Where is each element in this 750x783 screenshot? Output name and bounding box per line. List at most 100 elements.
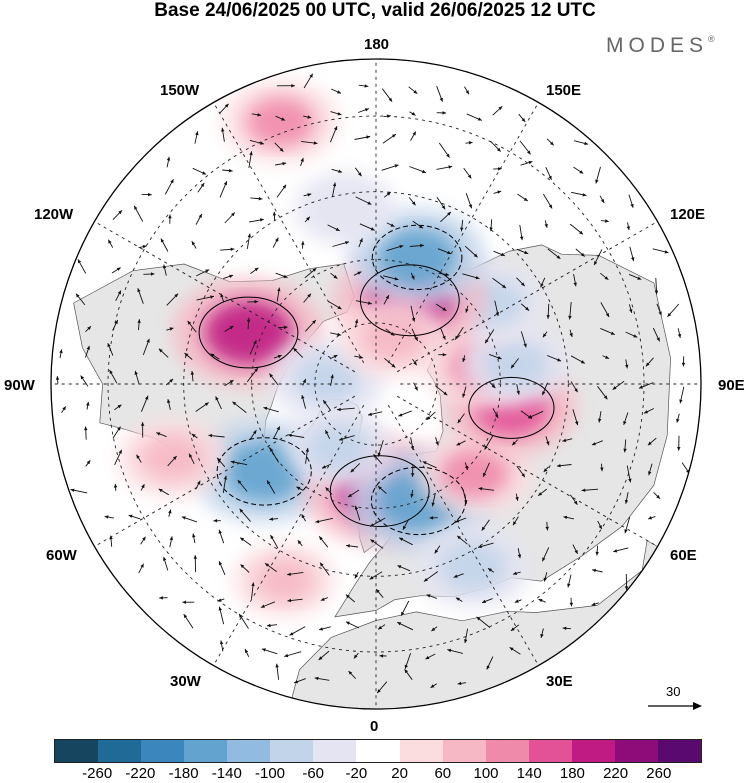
wind-vector bbox=[260, 601, 276, 608]
wind-vector bbox=[519, 140, 531, 155]
wind-vector bbox=[287, 433, 305, 438]
wind-vector bbox=[510, 358, 519, 369]
wind-vector bbox=[128, 514, 141, 520]
wind-vector bbox=[412, 359, 418, 366]
brand-name: MODES bbox=[606, 34, 709, 57]
wind-vector bbox=[327, 224, 340, 232]
wind-vector bbox=[182, 600, 195, 604]
wind-vector bbox=[426, 411, 436, 421]
wind-vector bbox=[165, 378, 174, 386]
wind-vector bbox=[338, 435, 355, 441]
wind-vector bbox=[354, 135, 371, 140]
wind-vector bbox=[628, 304, 633, 314]
wind-vector bbox=[276, 287, 281, 302]
wind-vector bbox=[350, 463, 361, 473]
wind-vector bbox=[431, 493, 436, 507]
latitude-circle bbox=[107, 115, 645, 653]
wind-vector bbox=[354, 355, 364, 359]
wind-vector bbox=[422, 461, 437, 469]
wind-vector bbox=[435, 303, 447, 312]
wind-vector bbox=[325, 487, 333, 495]
wind-vector bbox=[221, 127, 225, 142]
wind-vector bbox=[330, 332, 342, 337]
wind-vector bbox=[208, 433, 225, 438]
colorbar-tick-label: -20 bbox=[345, 765, 368, 782]
wind-vector bbox=[569, 597, 574, 607]
wind-vector bbox=[568, 302, 572, 320]
wind-vector bbox=[336, 407, 355, 412]
wind-vector bbox=[481, 519, 490, 531]
wind-vector bbox=[624, 573, 629, 591]
wind-vector bbox=[677, 435, 681, 451]
wind-vector bbox=[302, 378, 307, 386]
wind-vector bbox=[303, 115, 312, 119]
wind-vector bbox=[493, 190, 502, 194]
wind-vector bbox=[345, 594, 356, 603]
wind-vector bbox=[355, 196, 372, 205]
wind-vector bbox=[166, 327, 174, 331]
wind-vector bbox=[191, 433, 198, 439]
wind-vector bbox=[591, 602, 599, 606]
wind-vector bbox=[570, 381, 578, 393]
wind-vector bbox=[266, 623, 278, 628]
wind-vector bbox=[466, 113, 482, 121]
colorbar-segment bbox=[356, 740, 400, 762]
wind-vector bbox=[430, 683, 437, 689]
meridian-line bbox=[94, 221, 356, 373]
wind-vector bbox=[195, 213, 203, 225]
wind-vector bbox=[481, 598, 493, 604]
wind-vector bbox=[643, 408, 654, 414]
wind-vector bbox=[138, 245, 147, 249]
wind-vector bbox=[220, 247, 235, 251]
anomaly-blob bbox=[118, 418, 228, 498]
wind-vector bbox=[487, 567, 495, 573]
wind-vector bbox=[625, 359, 629, 369]
wind-vector bbox=[512, 516, 519, 526]
wind-vector bbox=[328, 301, 342, 310]
wind-vector bbox=[167, 398, 171, 411]
wind-vector bbox=[538, 598, 546, 603]
wind-vector bbox=[383, 275, 399, 281]
wind-vector bbox=[136, 454, 142, 463]
wind-vector bbox=[652, 327, 661, 342]
wind-vector bbox=[677, 328, 682, 338]
colorbar-segment bbox=[227, 740, 271, 762]
wind-vector bbox=[301, 514, 306, 522]
wind-vector bbox=[488, 353, 502, 360]
wind-vector bbox=[85, 325, 92, 333]
wind-vector bbox=[219, 181, 228, 198]
wind-vector bbox=[382, 133, 397, 144]
wind-vector bbox=[304, 267, 317, 279]
wind-vector bbox=[348, 670, 357, 680]
wind-vector bbox=[347, 489, 360, 498]
wind-vector bbox=[612, 380, 625, 390]
wind-vector bbox=[492, 277, 507, 289]
wind-vector bbox=[462, 488, 468, 504]
wind-vector bbox=[409, 166, 427, 174]
wind-vector bbox=[569, 494, 578, 505]
reference-vector-label: 30 bbox=[666, 684, 681, 699]
wind-vector bbox=[196, 295, 215, 301]
wind-vector bbox=[408, 86, 418, 95]
wind-vector bbox=[624, 492, 629, 504]
wind-vector bbox=[431, 626, 438, 632]
wind-vector bbox=[353, 652, 359, 659]
wind-vector bbox=[544, 220, 548, 228]
wind-vector bbox=[514, 599, 522, 603]
wind-vector bbox=[547, 248, 561, 260]
wind-vector bbox=[656, 303, 662, 316]
wind-vector bbox=[163, 556, 169, 571]
wind-vector bbox=[107, 343, 114, 356]
wind-vector bbox=[369, 517, 386, 527]
wind-vector bbox=[462, 273, 480, 280]
wind-vector bbox=[494, 300, 500, 317]
colorbar-tick-label: 60 bbox=[434, 765, 452, 782]
colorbar-tick-label: 180 bbox=[559, 765, 585, 782]
wind-vector bbox=[246, 367, 259, 383]
wind-vector bbox=[114, 449, 123, 465]
wind-vector bbox=[330, 111, 342, 116]
wind-vector bbox=[61, 406, 67, 413]
wind-vector bbox=[528, 410, 544, 419]
wind-vector bbox=[600, 302, 610, 318]
wind-vector bbox=[629, 246, 635, 262]
